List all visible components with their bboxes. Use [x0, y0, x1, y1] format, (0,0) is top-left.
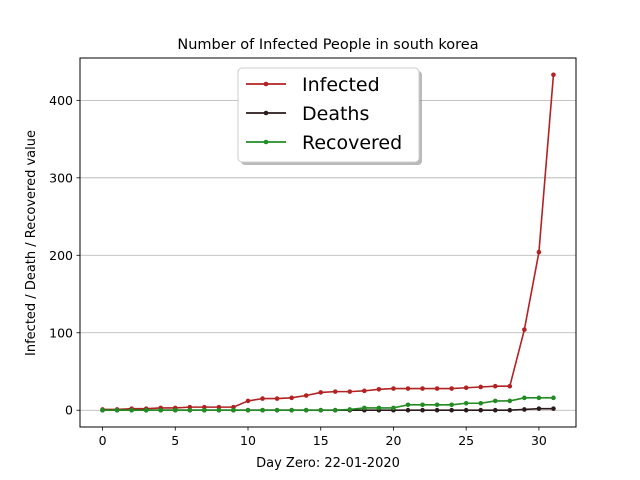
legend-entry-recovered: Recovered: [246, 132, 402, 154]
data-point-recovered: [492, 398, 498, 404]
data-point-infected: [478, 384, 484, 390]
x-tick-label: 5: [171, 433, 179, 448]
data-point-infected: [492, 383, 498, 389]
data-point-infected: [391, 386, 396, 391]
data-point-recovered: [114, 407, 120, 413]
data-point-recovered: [216, 407, 222, 413]
axis-ticks: 0 100 200 300 400 0 5 10 15 20 25 30: [49, 93, 547, 448]
data-point-infected: [245, 398, 251, 404]
legend-swatch-marker: [263, 81, 269, 87]
data-point-infected: [347, 389, 353, 394]
data-point-recovered: [202, 407, 207, 413]
legend-swatch-marker: [263, 139, 269, 145]
legend-box: [237, 67, 420, 163]
series-recovered: [100, 395, 556, 413]
data-point-recovered: [551, 395, 556, 401]
data-point-recovered: [362, 405, 367, 411]
data-point-recovered: [318, 407, 324, 413]
data-point-infected: [260, 396, 265, 401]
data-point-infected: [318, 390, 324, 395]
data-point-infected: [274, 396, 280, 401]
y-tick-label: 200: [49, 248, 73, 263]
x-tick-label: 30: [531, 433, 547, 448]
legend: Infected Deaths Recovered: [237, 67, 422, 165]
legend-swatch-marker: [263, 110, 269, 116]
legend-entry-deaths: Deaths: [246, 103, 369, 125]
data-point-recovered: [347, 407, 353, 412]
data-point-recovered: [332, 407, 338, 413]
legend-label: Infected: [302, 74, 380, 96]
data-point-recovered: [274, 407, 280, 413]
y-tick-label: 100: [49, 325, 73, 340]
series-line-recovered: [102, 397, 554, 412]
data-point-infected: [449, 386, 454, 391]
x-tick-label: 20: [386, 433, 402, 448]
data-point-deaths: [434, 407, 440, 413]
data-point-infected: [507, 383, 513, 389]
data-point-infected: [551, 72, 556, 78]
x-tick-label: 15: [313, 433, 329, 448]
data-point-recovered: [420, 402, 425, 408]
data-point-deaths: [463, 407, 469, 413]
data-point-infected: [536, 249, 542, 255]
series-layer: [100, 72, 556, 413]
data-point-deaths: [420, 407, 425, 413]
y-tick-label: 400: [49, 93, 73, 108]
data-point-recovered: [100, 407, 105, 413]
data-point-infected: [303, 393, 309, 398]
x-tick-label: 10: [240, 433, 256, 448]
y-axis-label: Infected / Death / Recovered value: [24, 130, 39, 356]
data-point-deaths: [405, 407, 411, 413]
data-point-recovered: [522, 395, 527, 401]
legend-entry-infected: Infected: [246, 74, 380, 96]
plot-area: [79, 57, 577, 428]
data-point-deaths: [522, 407, 527, 412]
x-tick-label: 0: [99, 433, 107, 448]
data-point-infected: [434, 386, 440, 391]
data-point-deaths: [478, 407, 484, 413]
data-point-recovered: [260, 407, 265, 413]
data-point-recovered: [478, 400, 484, 406]
data-point-recovered: [172, 407, 178, 413]
data-point-recovered: [405, 402, 411, 408]
data-point-recovered: [158, 407, 164, 413]
data-point-recovered: [187, 407, 193, 413]
data-point-deaths: [551, 406, 556, 411]
data-point-infected: [362, 388, 367, 394]
data-point-recovered: [434, 402, 440, 408]
x-axis-label: Day Zero: 22-01-2020: [256, 456, 400, 471]
data-point-infected: [376, 387, 382, 392]
y-tick-label: 300: [49, 170, 73, 185]
legend-label: Deaths: [302, 103, 369, 125]
data-point-infected: [522, 327, 527, 332]
data-point-recovered: [391, 405, 396, 411]
data-point-recovered: [245, 407, 251, 413]
data-point-recovered: [463, 400, 469, 406]
data-point-recovered: [536, 395, 542, 401]
data-point-recovered: [507, 398, 513, 404]
data-point-recovered: [289, 407, 294, 413]
data-point-recovered: [129, 407, 134, 413]
data-point-deaths: [492, 407, 498, 413]
data-point-recovered: [143, 407, 149, 413]
data-point-infected: [289, 395, 294, 401]
data-point-infected: [420, 386, 425, 391]
data-point-deaths: [536, 406, 542, 411]
data-point-recovered: [231, 407, 236, 413]
data-point-deaths: [507, 407, 513, 413]
legend-label: Recovered: [302, 132, 402, 154]
data-point-deaths: [449, 407, 454, 413]
data-point-recovered: [449, 402, 454, 408]
data-point-infected: [463, 385, 469, 391]
data-point-recovered: [376, 405, 382, 411]
series-line-infected: [102, 74, 555, 411]
data-point-recovered: [303, 407, 309, 413]
chart-title: Number of Infected People in south korea: [177, 37, 478, 53]
data-point-infected: [332, 389, 338, 394]
y-tick-label: 0: [65, 403, 73, 418]
data-point-infected: [405, 386, 411, 391]
x-tick-label: 25: [458, 433, 474, 448]
